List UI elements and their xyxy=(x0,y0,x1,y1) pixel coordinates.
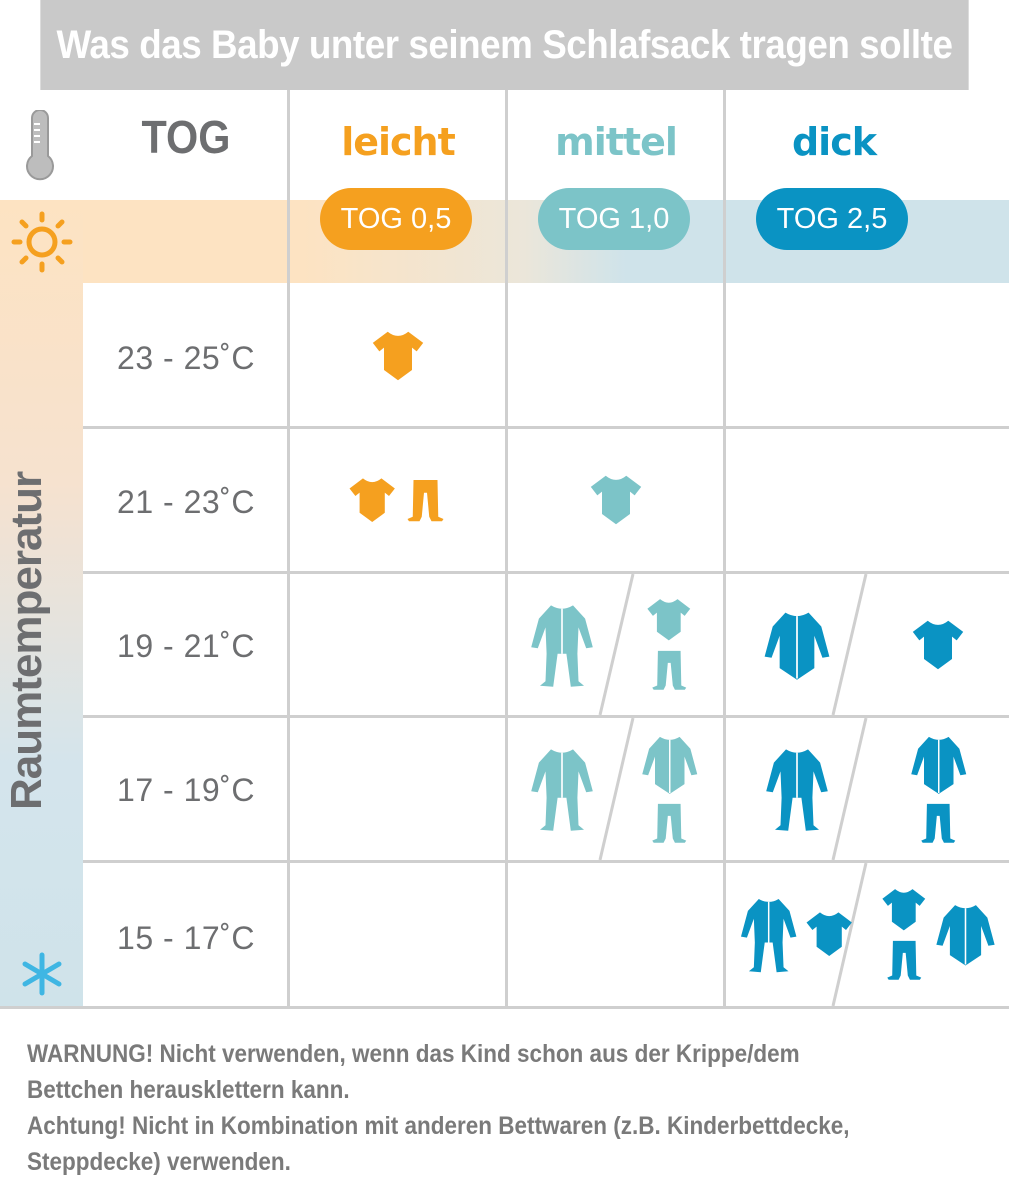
outfit-option xyxy=(616,733,724,846)
clothing-cell xyxy=(726,718,1009,860)
outfit-stack xyxy=(370,328,426,384)
divider xyxy=(83,426,1009,429)
bodysuit-icon xyxy=(588,472,644,528)
temperature-label: 23 - 25˚C xyxy=(117,340,255,376)
divider xyxy=(287,90,290,1008)
side-label: Raumtemperatur xyxy=(2,471,51,810)
sleepsuit-icon xyxy=(529,745,595,833)
temperature-label: 21 - 23˚C xyxy=(117,484,255,520)
outfit-stack xyxy=(909,733,969,846)
sun-icon xyxy=(11,211,73,273)
clothing-cell xyxy=(726,574,1009,715)
pants-icon xyxy=(917,800,960,846)
clothing-cell xyxy=(290,285,505,426)
divider xyxy=(0,1006,1009,1009)
bodysuit-icon xyxy=(880,886,928,934)
column-leicht: leicht xyxy=(341,120,456,164)
column-dick: dick xyxy=(791,120,877,164)
outfit-option xyxy=(508,601,616,689)
temperature-label: 15 - 17˚C xyxy=(117,920,255,956)
outfit-stack xyxy=(529,745,595,833)
longsleeve-bodysuit-icon xyxy=(909,733,969,796)
outfit-option xyxy=(508,472,723,528)
bodysuit-icon xyxy=(347,475,397,525)
outfit-stack xyxy=(764,745,830,833)
temperature-label: 17 - 19˚C xyxy=(117,772,255,808)
pants-icon xyxy=(403,476,448,525)
bodysuit-icon xyxy=(370,328,426,384)
outfit-stack xyxy=(640,733,700,846)
outfit-option xyxy=(868,886,1009,983)
outfit-option xyxy=(868,733,1009,846)
tog-label: TOG xyxy=(141,111,231,163)
outfit-stack xyxy=(403,476,448,525)
pants-icon xyxy=(648,647,691,693)
outfit-stack xyxy=(588,472,644,528)
outfit-stack xyxy=(645,596,693,693)
outfit-stack xyxy=(529,601,595,689)
outfit-option xyxy=(726,895,868,974)
outfit-stack xyxy=(880,886,928,983)
tog-badge: TOG 0,5 xyxy=(320,188,472,250)
divider xyxy=(83,860,1009,863)
clothing-cell xyxy=(726,863,1009,1006)
outfit-stack xyxy=(804,909,854,959)
divider xyxy=(505,90,508,1008)
caution-text: Achtung! Nicht in Kombination mit andere… xyxy=(27,1112,850,1176)
snowflake-icon xyxy=(22,952,62,996)
bodysuit-icon xyxy=(645,596,693,644)
longsleeve-bodysuit-icon xyxy=(640,733,700,796)
clothing-cell xyxy=(508,429,723,571)
outfit-stack xyxy=(762,608,832,682)
clothing-cell xyxy=(508,718,723,860)
outfit-stack xyxy=(347,475,397,525)
warning-text: WARNUNG! Nicht verwenden, wenn das Kind … xyxy=(27,1040,800,1104)
divider xyxy=(83,571,1009,574)
thermometer-icon xyxy=(26,110,54,181)
bodysuit-icon xyxy=(910,617,966,673)
outfit-stack xyxy=(739,895,798,974)
outfit-option xyxy=(290,328,505,384)
footer-notes: WARNUNG! Nicht verwenden, wenn das Kind … xyxy=(27,1036,981,1180)
temperature-label: 19 - 21˚C xyxy=(117,628,255,664)
outfit-stack xyxy=(934,901,997,968)
tog-badge: TOG 1,0 xyxy=(538,188,690,250)
page-title: Was das Baby unter seinem Schlafsack tra… xyxy=(40,0,969,90)
tog-badge: TOG 2,5 xyxy=(756,188,908,250)
temperature-strip xyxy=(0,200,83,1008)
outfit-option xyxy=(508,745,616,833)
bodysuit-icon xyxy=(804,909,854,959)
clothing-cell xyxy=(508,574,723,715)
outfit-option xyxy=(290,475,505,525)
longsleeve-bodysuit-icon xyxy=(762,608,832,682)
diagonal-dividers xyxy=(598,573,868,1007)
sleepsuit-icon xyxy=(529,601,595,689)
sleepsuit-icon xyxy=(739,895,798,974)
clothing-cell xyxy=(290,429,505,571)
divider xyxy=(83,715,1009,718)
outfit-option xyxy=(868,617,1009,673)
outfit-option xyxy=(726,745,868,833)
pants-icon xyxy=(883,937,926,983)
outfit-stack xyxy=(910,617,966,673)
divider xyxy=(723,90,726,1008)
column-mittel: mittel xyxy=(555,120,678,164)
sleepsuit-icon xyxy=(764,745,830,833)
pants-icon xyxy=(648,800,691,846)
outfit-option xyxy=(616,596,724,693)
longsleeve-bodysuit-icon xyxy=(934,901,997,968)
outfit-option xyxy=(726,608,868,682)
